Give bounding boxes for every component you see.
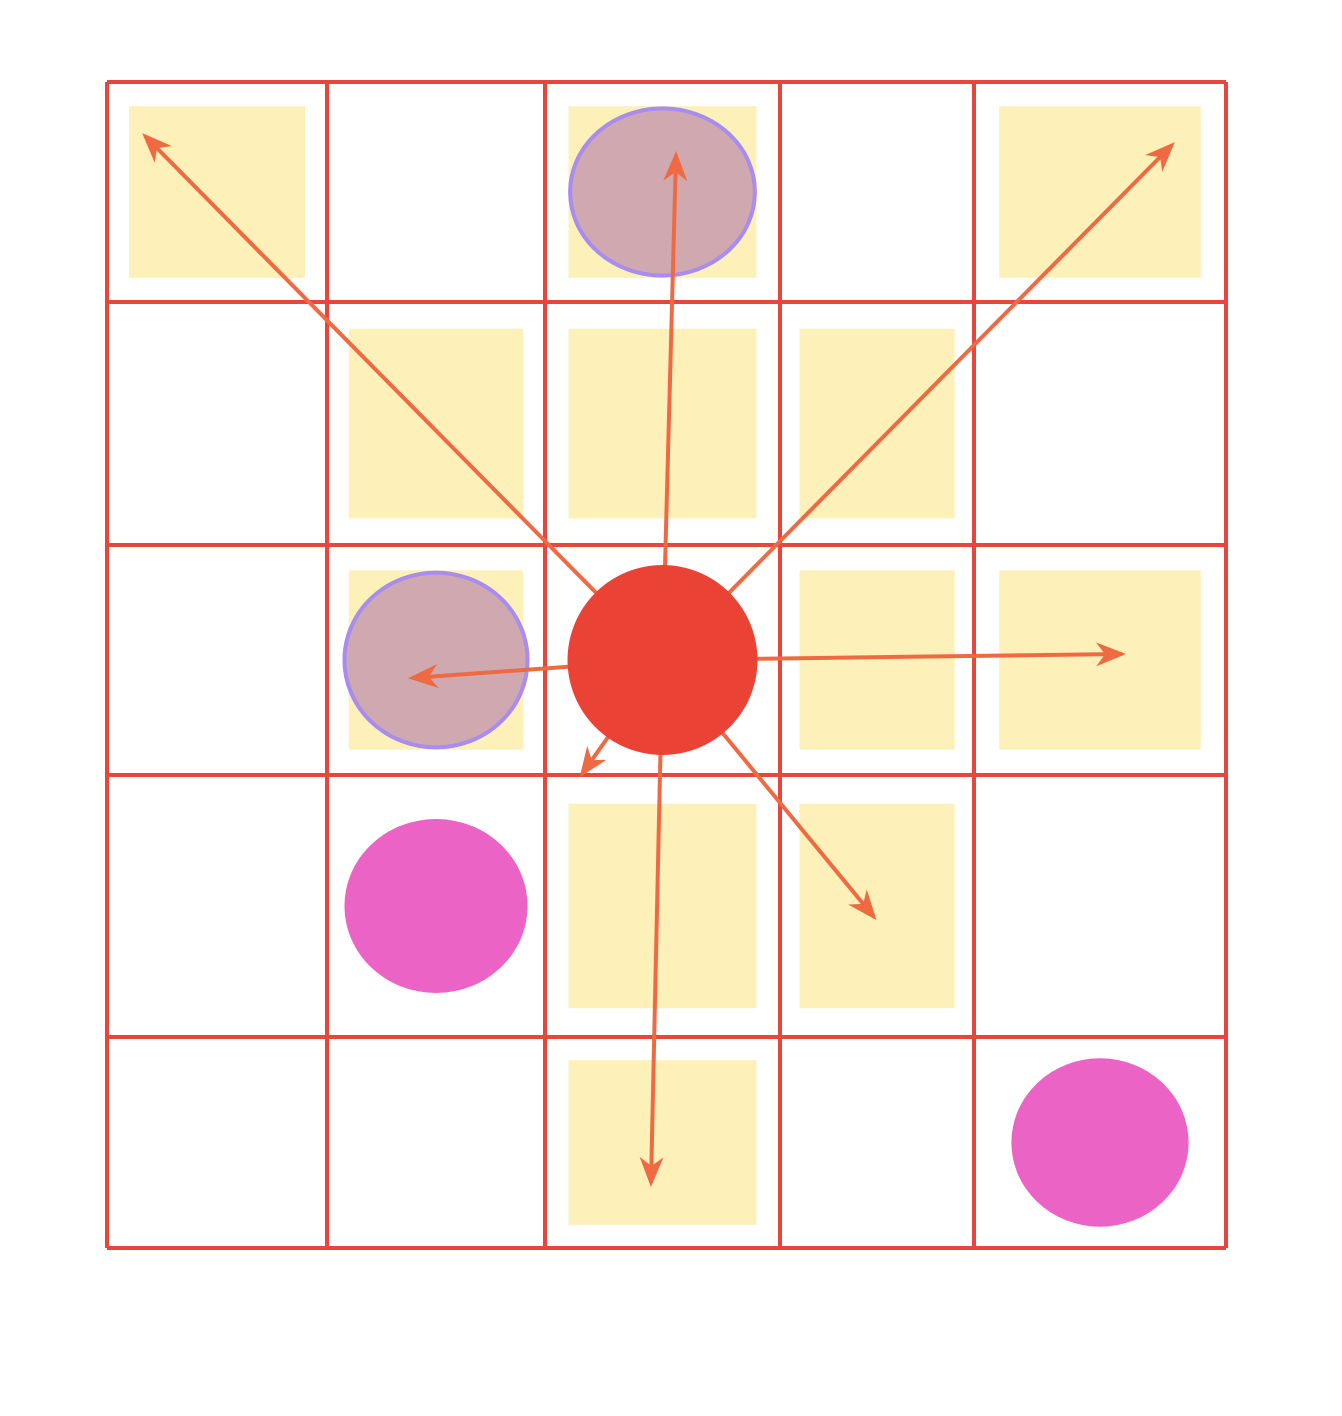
center-layer: [567, 565, 758, 755]
blue-circles-layer: [342, 106, 757, 750]
yellow-tile-r3-c5: [999, 570, 1201, 750]
yellow-tile-r2-c3: [568, 328, 757, 519]
arrow-up-left: [142, 133, 664, 662]
yellow-tile-r2-c4: [799, 328, 955, 519]
blue-circle-r1-c3: [568, 106, 757, 278]
magenta-circles-layer: [344, 819, 1189, 1227]
magenta-circle-r5-c5: [1011, 1058, 1189, 1227]
arrow-up-right: [661, 142, 1175, 662]
magenta-circle-r4-c2: [344, 819, 528, 993]
center-dot: [567, 565, 758, 755]
yellow-tile-r5-c3: [568, 1060, 757, 1225]
yellow-tile-r4-c3: [568, 803, 757, 1009]
blue-circle-r3-c2: [342, 570, 530, 750]
yellow-tile-r3-c4: [799, 570, 955, 750]
yellow-tile-r1-c5: [999, 106, 1201, 278]
yellow-tile-r4-c4: [799, 803, 955, 1009]
yellow-tile-r1-c1: [129, 106, 305, 278]
